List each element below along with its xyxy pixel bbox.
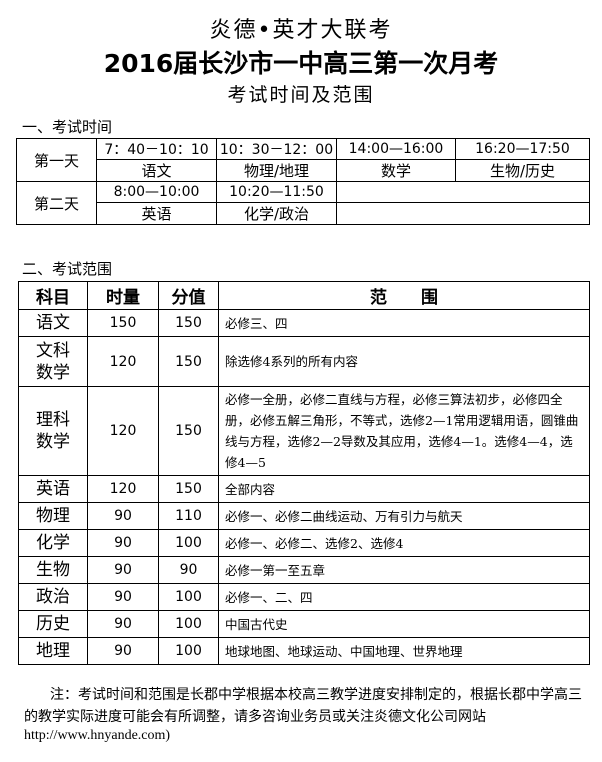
score-cell: 90 bbox=[158, 556, 219, 584]
schedule-table: 第一天 7：40－10：10 10：30－12：00 14:00—16:00 1… bbox=[16, 138, 590, 225]
page-subtitle: 考试时间及范围 bbox=[227, 84, 375, 106]
subject-cell: 物理 bbox=[18, 502, 88, 530]
slot-subject: 数学 bbox=[336, 159, 456, 182]
column-header: 时量 bbox=[87, 281, 159, 310]
score-cell: 100 bbox=[158, 529, 219, 557]
duration-cell: 120 bbox=[87, 386, 159, 476]
table-row: 理科数学 120 150 必修一全册，必修二直线与方程，必修三算法初步，必修四全册，必… bbox=[18, 386, 590, 476]
subject-cell: 化学 bbox=[18, 529, 88, 557]
score-cell: 150 bbox=[158, 475, 219, 503]
slot-time: 16:20—17:50 bbox=[455, 138, 590, 160]
score-cell: 150 bbox=[158, 336, 219, 387]
column-header: 科目 bbox=[18, 281, 88, 310]
footnote: 注：考试时间和范围是长郡中学根据本校高三教学进度安排制定的，根据长郡中学高三的教… bbox=[24, 687, 582, 725]
subject-cell: 文科数学 bbox=[18, 336, 88, 387]
score-cell: 100 bbox=[158, 610, 219, 638]
slot-time: 10：30－12：00 bbox=[216, 138, 337, 160]
subject-cell: 政治 bbox=[18, 583, 88, 611]
duration-cell: 150 bbox=[87, 309, 159, 337]
column-header: 范 围 bbox=[218, 281, 590, 310]
subject-cell: 语文 bbox=[18, 309, 88, 337]
table-row: 生物 90 90 必修一第一至五章 bbox=[18, 556, 590, 584]
range-cell: 地球地图、地球运动、中国地理、世界地理 bbox=[218, 637, 590, 665]
table-row: 第一天 7：40－10：10 10：30－12：00 14:00—16:00 1… bbox=[16, 138, 590, 182]
table-row: 文科数学 120 150 除选修4系列的所有内容 bbox=[18, 336, 590, 387]
slot-time: 10:20—11:50 bbox=[216, 181, 337, 203]
table-row: 政治 90 100 必修一、二、四 bbox=[18, 583, 590, 611]
score-cell: 150 bbox=[158, 309, 219, 337]
duration-cell: 90 bbox=[87, 556, 159, 584]
range-cell: 必修一、必修二曲线运动、万有引力与航天 bbox=[218, 502, 590, 530]
table-row: 第二天 8:00—10:00 10:20—11:50 bbox=[16, 181, 590, 225]
schedule-heading: 一、考试时间 bbox=[22, 118, 113, 136]
table-row: 英语 化学/政治 bbox=[17, 202, 590, 225]
slot-time: 8:00—10:00 bbox=[96, 181, 217, 203]
day-label: 第二天 bbox=[16, 181, 97, 225]
slot-time: 7：40－10：10 bbox=[96, 138, 217, 160]
range-cell: 必修一、必修二、选修2、选修4 bbox=[218, 529, 590, 557]
range-cell: 全部内容 bbox=[218, 475, 590, 503]
table-header-row: 科目 时量 分值 范 围 bbox=[18, 281, 590, 310]
duration-cell: 120 bbox=[87, 475, 159, 503]
empty-cell bbox=[336, 181, 590, 203]
duration-cell: 90 bbox=[87, 610, 159, 638]
duration-cell: 120 bbox=[87, 336, 159, 387]
subject-cell: 地理 bbox=[18, 637, 88, 665]
empty-cell bbox=[336, 202, 590, 225]
duration-cell: 90 bbox=[87, 529, 159, 557]
range-cell: 除选修4系列的所有内容 bbox=[218, 336, 590, 387]
slot-subject: 物理/地理 bbox=[216, 159, 337, 182]
range-cell: 必修一全册，必修二直线与方程，必修三算法初步，必修四全册，必修五解三角形，不等式… bbox=[218, 386, 590, 476]
duration-cell: 90 bbox=[87, 502, 159, 530]
day-label: 第一天 bbox=[16, 138, 97, 182]
score-cell: 150 bbox=[158, 386, 219, 476]
scope-heading: 二、考试范围 bbox=[22, 260, 113, 278]
table-row: 化学 90 100 必修一、必修二、选修2、选修4 bbox=[18, 529, 590, 557]
table-row: 语文 150 150 必修三、四 bbox=[18, 309, 590, 337]
score-cell: 110 bbox=[158, 502, 219, 530]
slot-subject: 生物/历史 bbox=[455, 159, 590, 182]
slot-subject: 英语 bbox=[96, 202, 217, 225]
range-cell: 必修三、四 bbox=[218, 309, 590, 337]
range-cell: 必修一第一至五章 bbox=[218, 556, 590, 584]
subject-cell: 理科数学 bbox=[18, 386, 88, 476]
range-cell: 必修一、二、四 bbox=[218, 583, 590, 611]
table-row: 语文 物理/地理 数学 生物/历史 bbox=[17, 159, 590, 182]
table-row: 地理 90 100 地球地图、地球运动、中国地理、世界地理 bbox=[18, 637, 590, 665]
org-title: 炎德•英才大联考 bbox=[209, 18, 393, 43]
subject-cell: 英语 bbox=[18, 475, 88, 503]
slot-time: 14:00—16:00 bbox=[336, 138, 456, 160]
score-cell: 100 bbox=[158, 583, 219, 611]
duration-cell: 90 bbox=[87, 637, 159, 665]
slot-subject: 语文 bbox=[96, 159, 217, 182]
table-row: 英语 120 150 全部内容 bbox=[18, 475, 590, 503]
subject-cell: 历史 bbox=[18, 610, 88, 638]
subject-cell: 生物 bbox=[18, 556, 88, 584]
table-row: 物理 90 110 必修一、必修二曲线运动、万有引力与航天 bbox=[18, 502, 590, 530]
scope-table: 科目 时量 分值 范 围 语文 150 150 必修三、四 文科数学 120 150 除选修4… bbox=[18, 281, 590, 665]
slot-subject: 化学/政治 bbox=[216, 202, 337, 225]
table-row: 历史 90 100 中国古代史 bbox=[18, 610, 590, 638]
duration-cell: 90 bbox=[87, 583, 159, 611]
range-cell: 中国古代史 bbox=[218, 610, 590, 638]
score-cell: 100 bbox=[158, 637, 219, 665]
page-title: 2016届长沙市一中高三第一次月考 bbox=[103, 49, 499, 78]
website-link[interactable]: http://www.hnyande.com) bbox=[24, 728, 171, 743]
column-header: 分值 bbox=[158, 281, 219, 310]
